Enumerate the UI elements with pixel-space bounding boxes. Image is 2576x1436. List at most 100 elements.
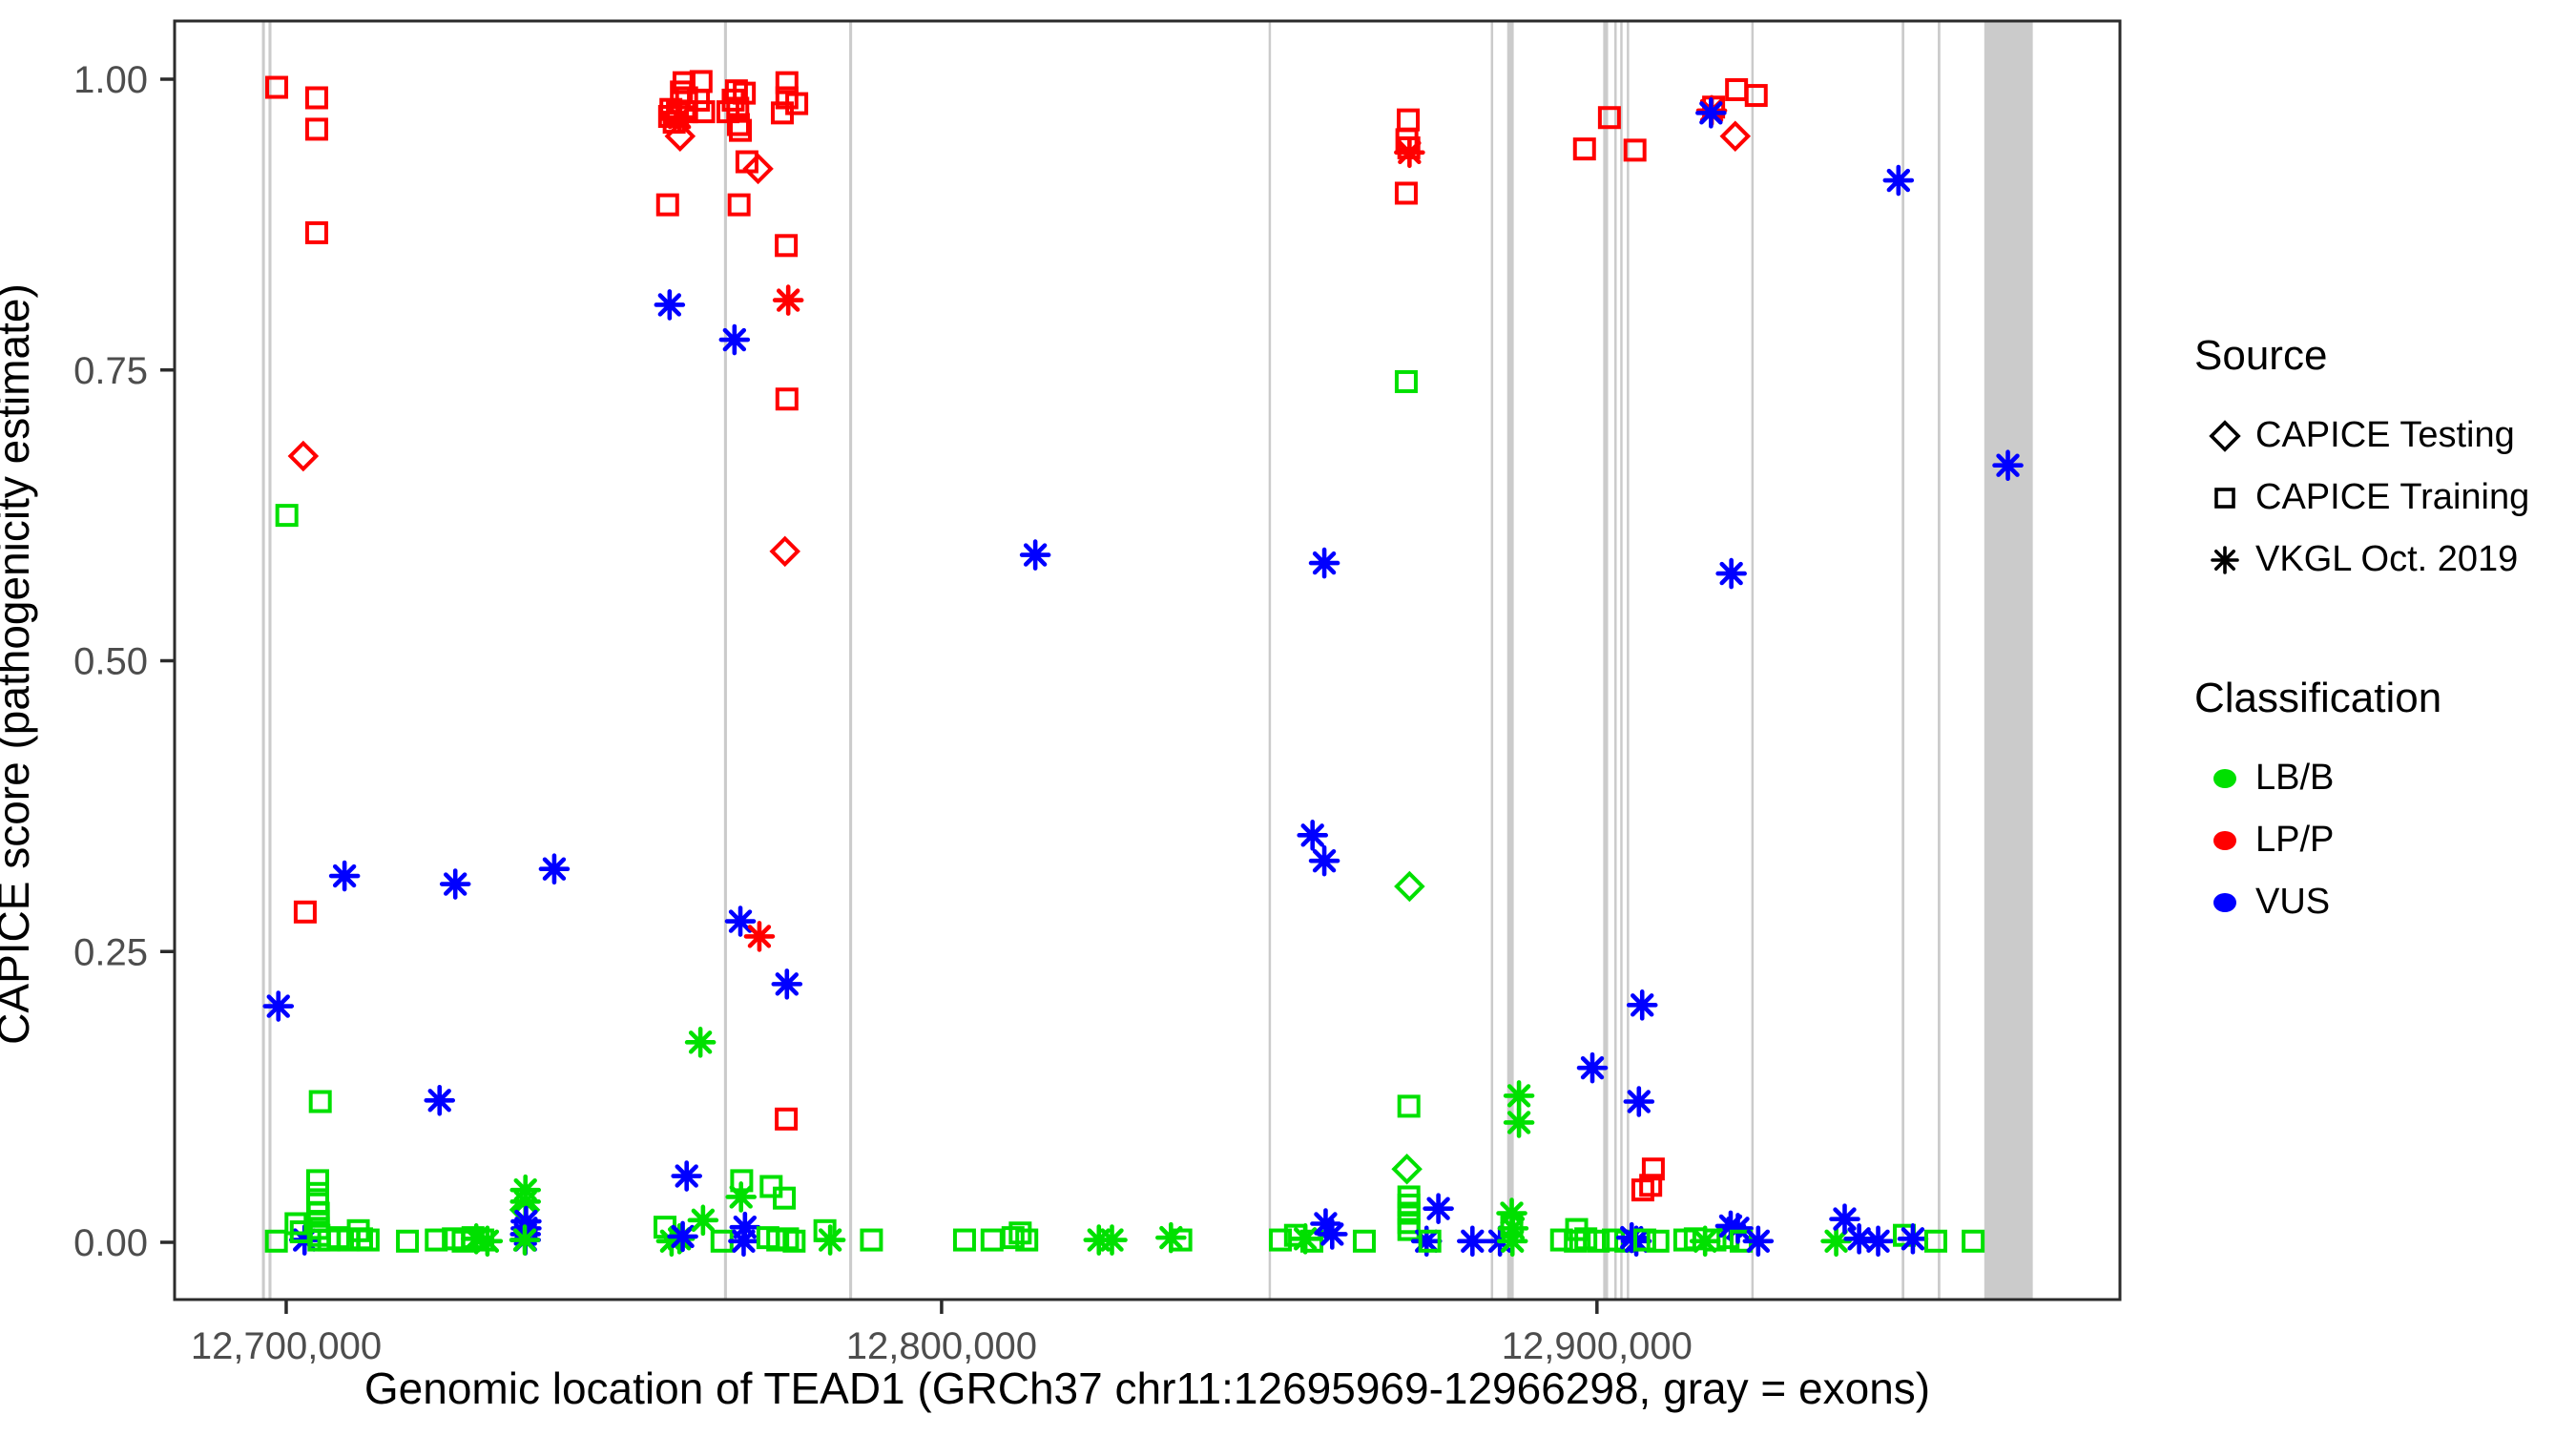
data-point-square [293,900,317,924]
data-point-square [1001,1226,1025,1250]
data-point-asterisk [654,289,686,321]
data-point-asterisk [538,853,571,885]
data-point-asterisk [262,990,295,1022]
data-point-square [775,387,799,411]
exon-region [1751,21,1755,1300]
data-point-square [1396,108,1420,132]
y-axis-title: CAPICE score (pathogenicity estimate) [0,283,38,1045]
data-point-square [1597,106,1621,130]
exon-region [1268,21,1272,1300]
data-point-square [655,193,679,217]
data-point-asterisk [718,323,751,356]
exon-region [1506,21,1514,1300]
data-point-square [265,75,289,99]
data-point-square [1923,1229,1947,1253]
data-point-square [1015,1228,1039,1252]
data-point-asterisk [1576,1051,1609,1084]
data-point-asterisk [1862,1225,1894,1258]
data-point-diamond [1391,1153,1423,1185]
exon-region [268,21,272,1300]
data-point-square [1549,1228,1573,1252]
data-point-asterisk [724,905,757,937]
exon-region [1614,21,1617,1300]
data-point-asterisk [1992,449,2024,482]
data-point-square [1269,1228,1293,1252]
data-point-asterisk [424,1084,456,1116]
data-point-square [687,88,711,112]
exon-region [1938,21,1941,1300]
data-point-square [305,1169,329,1193]
data-point-square [775,1107,799,1131]
legend-item-label: LB/B [2255,758,2335,798]
x-axis-title: Genomic location of TEAD1 (GRCh37 chr11:… [364,1363,1931,1413]
data-point-square [980,1228,1004,1252]
data-point-asterisk [1714,1210,1747,1242]
data-point-asterisk [671,1160,702,1192]
data-point-square [1962,1229,1985,1253]
data-point-square [692,100,716,124]
legend-classification-title: Classification [2194,675,2442,721]
data-point-square [264,1229,288,1253]
data-point-asterisk [814,1224,846,1256]
data-point-diamond [287,440,320,472]
data-point-square [727,193,751,217]
data-point-asterisk [728,1225,759,1258]
data-point-asterisk [655,1225,688,1258]
data-point-square [304,220,328,244]
legend-item-vus: VUS [2194,871,2566,933]
data-point-asterisk [743,921,776,952]
data-point-square [1574,1227,1598,1251]
y-tick-label: 0.00 [73,1222,148,1264]
exon-region [1490,21,1494,1300]
data-point-asterisk [725,1181,758,1213]
data-point-asterisk [771,968,803,1000]
data-point-square [1572,137,1596,161]
legend: Source CAPICE Testing CAPICE Training [2194,332,2566,933]
data-point-asterisk [1843,1223,1875,1255]
data-point-square [1397,1094,1421,1118]
data-point-asterisk [1410,1225,1443,1258]
exon-region [849,21,853,1300]
legend-item-label: CAPICE Training [2255,477,2530,517]
data-point-asterisk [1317,1218,1348,1250]
data-point-square [1725,77,1749,101]
x-tick-label: 12,900,000 [1502,1325,1693,1367]
data-point-square [1632,1228,1656,1252]
data-point-square [308,1090,332,1113]
x-tick-label: 12,700,000 [191,1325,382,1367]
data-point-square [726,113,750,136]
data-point-asterisk [1496,1225,1528,1258]
data-point-square [1397,1217,1421,1241]
data-point-asterisk [1820,1225,1852,1258]
data-point-asterisk [1623,1086,1655,1117]
data-point-asterisk [1308,547,1340,579]
y-tick-label: 0.75 [73,350,148,392]
data-point-square [1587,1229,1610,1253]
red-dot-icon [2194,830,2255,850]
data-point-square [773,1186,797,1210]
plot-border [173,19,2122,1301]
legend-item-capice-testing: CAPICE Testing [2194,405,2566,467]
data-point-square [1394,369,1418,393]
data-point-diamond [742,153,774,185]
data-point-asterisk [1742,1225,1775,1258]
data-point-square [1394,181,1418,205]
data-point-asterisk [687,1204,719,1237]
data-point-asterisk [1882,164,1915,197]
data-point-asterisk [1503,1107,1535,1138]
data-point-square [730,1169,754,1193]
data-point-square [304,117,328,141]
data-point-diamond [769,535,800,568]
exon-region [723,21,727,1300]
data-point-square [770,101,794,125]
exon-region [1627,21,1630,1300]
data-point-square [356,1228,380,1252]
data-point-asterisk [1457,1225,1488,1258]
data-point-square [425,1228,448,1252]
legend-item-lbb: LB/B [2194,747,2566,809]
legend-item-vkgl: VKGL Oct. 2019 [2194,529,2566,591]
data-point-square [1646,1229,1670,1253]
data-point-square [1169,1228,1193,1252]
data-point-asterisk [460,1223,492,1255]
data-point-square [1300,1229,1324,1253]
